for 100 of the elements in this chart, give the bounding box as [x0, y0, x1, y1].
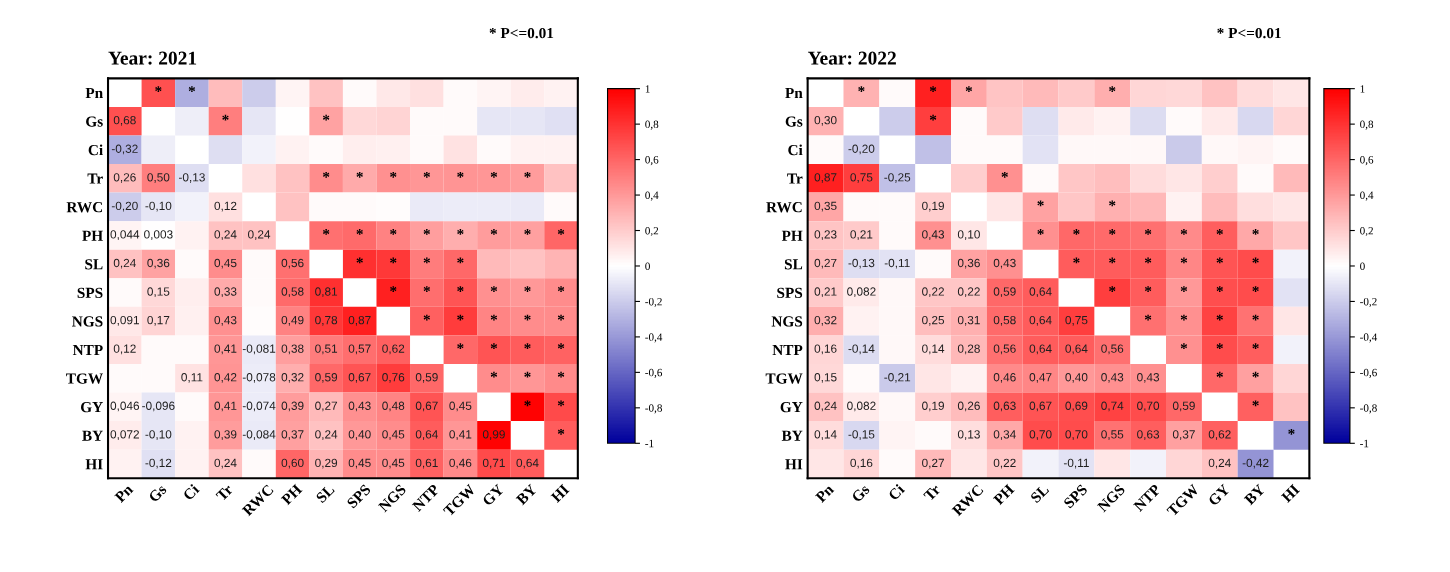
data-label: 0,22	[922, 287, 944, 298]
data-label: *	[1216, 343, 1223, 350]
y-tick-label: SL	[85, 259, 103, 270]
data-label: 0,46	[993, 373, 1016, 383]
data-label: *	[423, 286, 430, 292]
data-label: *	[423, 171, 430, 178]
x-tick-label: Pn	[114, 483, 134, 503]
data-label: 0,003	[144, 230, 173, 240]
data-label: 0,64	[516, 458, 539, 469]
data-label: 0,39	[214, 430, 237, 440]
y-tick-label: GY	[80, 401, 103, 413]
data-label: 0,41	[214, 344, 237, 355]
data-label: 0,19	[922, 401, 945, 412]
color-bar-label: 0	[645, 262, 650, 270]
data-label: 0,64	[1029, 344, 1052, 355]
data-label: *	[965, 86, 973, 92]
data-label: 0,40	[1065, 373, 1088, 383]
y-tick-label: PH	[82, 230, 103, 241]
data-label: 0,70	[1065, 430, 1088, 440]
data-label: 0,36	[147, 258, 170, 269]
data-label: 0,41	[214, 401, 237, 412]
data-label: 0,87	[814, 173, 837, 183]
color-bar-label: -0,8	[1360, 404, 1377, 414]
data-label: *	[490, 371, 498, 378]
data-label: 0,64	[415, 430, 438, 440]
data-label: *	[1180, 257, 1188, 264]
color-bar-label: 0,2	[645, 226, 659, 237]
x-tick-label: GY	[1207, 483, 1231, 507]
x-tick-label: SPS	[346, 483, 372, 509]
data-label: *	[1144, 314, 1152, 321]
data-label: 0,67	[1029, 401, 1052, 412]
data-label: 0,47	[1029, 373, 1052, 383]
data-label: *	[490, 314, 498, 321]
data-label: 0,70	[1137, 401, 1160, 412]
data-label: *	[390, 286, 397, 292]
x-tick-label: HI	[550, 483, 570, 503]
data-label: 0,43	[1137, 373, 1160, 383]
data-label: 0,30	[814, 116, 837, 126]
data-label: 0,81	[315, 287, 338, 298]
data-label: 0,10	[957, 230, 980, 240]
data-label: *	[490, 229, 498, 235]
data-label: 0,63	[993, 401, 1016, 412]
color-bar-label: 0,8	[645, 120, 659, 130]
x-tick-label: Gs	[851, 483, 871, 503]
text: * P<=0.01	[489, 27, 554, 39]
data-label: *	[457, 343, 464, 350]
data-label: 0,56	[993, 344, 1016, 355]
data-label: 0,64	[1065, 344, 1088, 355]
data-label: 0,16	[814, 344, 837, 355]
data-label: 0,17	[147, 315, 170, 326]
x-tick-label: SL	[1030, 483, 1050, 504]
data-label: 0,75	[850, 173, 873, 183]
data-label: 0,41	[449, 430, 472, 440]
data-label: -0,13	[178, 173, 205, 183]
data-label: -0,20	[848, 144, 875, 155]
data-label: *	[1216, 286, 1223, 292]
data-label: *	[1037, 200, 1044, 207]
data-label: *	[1252, 400, 1259, 407]
data-label: 0,21	[850, 230, 873, 240]
data-label: 0,57	[348, 344, 371, 355]
data-label: 0,31	[957, 315, 980, 326]
data-label: *	[1144, 229, 1152, 235]
data-label: *	[524, 371, 531, 378]
data-label: 0,32	[814, 315, 837, 326]
data-label: 0,082	[847, 287, 876, 298]
data-label: *	[1037, 229, 1044, 235]
data-label: 0,62	[1208, 430, 1231, 440]
data-label: *	[524, 229, 531, 235]
data-label: 0,48	[382, 401, 405, 412]
data-label: -0,10	[145, 430, 172, 440]
data-label: *	[188, 86, 196, 92]
data-label: 0,62	[382, 344, 405, 355]
data-label: 0,11	[181, 373, 203, 383]
data-label: -0,13	[848, 258, 875, 269]
color-bar-label: -0,4	[645, 333, 663, 343]
data-label: *	[457, 257, 464, 264]
data-label: 0,43	[214, 315, 237, 326]
data-label: 0,43	[993, 258, 1016, 269]
data-label: 0,58	[281, 287, 304, 298]
data-label: *	[490, 286, 498, 292]
data-label: 0,12	[113, 344, 136, 355]
color-bar-label: -0,8	[645, 404, 662, 414]
chart-title: Year: 2021	[108, 51, 197, 65]
data-label: 0,19	[922, 201, 945, 212]
color-bar-label: -0,4	[1360, 333, 1378, 343]
data-label: 0,091	[110, 315, 139, 326]
chart-title: Year: 2022	[807, 51, 896, 65]
data-label: 0,27	[922, 458, 944, 469]
color-bar-label: -1	[1360, 439, 1369, 448]
data-label: 0,15	[147, 287, 170, 298]
data-label: 0,24	[113, 258, 136, 269]
text: * P<=0.01	[1217, 27, 1281, 39]
data-label: *	[1216, 257, 1223, 264]
data-label: 0,26	[113, 173, 136, 183]
x-tick-label: Pn	[814, 483, 835, 503]
data-label: 0,76	[382, 373, 405, 383]
data-label: -0,081	[242, 344, 276, 355]
data-label: -0,15	[848, 430, 875, 440]
data-label: *	[356, 257, 363, 264]
data-label: *	[356, 229, 363, 235]
